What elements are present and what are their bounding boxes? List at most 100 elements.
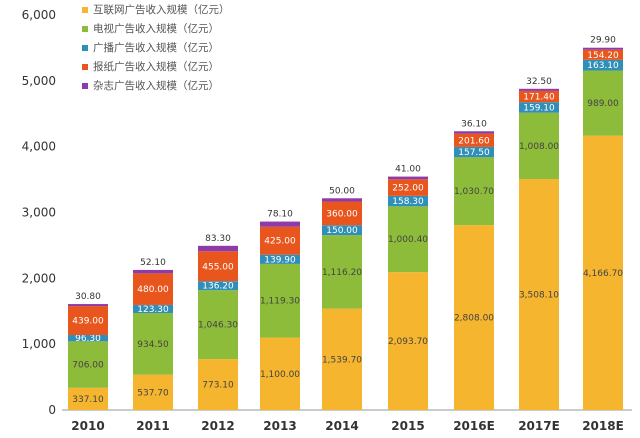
bar-segment (260, 226, 300, 255)
bar-segment (519, 112, 559, 180)
x-tick-label: 2014 (325, 419, 358, 433)
legend-swatch (82, 64, 88, 70)
bar-segment (322, 201, 362, 226)
x-tick-label: 2015 (391, 419, 424, 433)
y-tick-label: 4,000 (22, 140, 56, 154)
data-label: 29.90 (590, 36, 616, 46)
bar-segment (68, 304, 108, 307)
data-label: 36.10 (461, 119, 487, 129)
bar-segment (388, 272, 428, 410)
bar-segment (454, 146, 494, 158)
bar-segment (454, 133, 494, 147)
bar-segment (68, 387, 108, 410)
bar-segment (260, 254, 300, 264)
x-tick-label: 2016E (453, 419, 495, 433)
bar-segment (68, 341, 108, 388)
bar-segment (322, 308, 362, 410)
bar-segment (454, 157, 494, 226)
data-label: 78.10 (267, 210, 293, 220)
bar-segment (388, 176, 428, 180)
x-tick-label: 2010 (71, 419, 104, 433)
y-tick-label: 0 (48, 403, 56, 417)
bar-segment (388, 179, 428, 196)
data-label: 154.20 (587, 51, 619, 61)
bar-segment (260, 263, 300, 338)
data-label: 425.00 (264, 237, 296, 247)
y-tick-label: 6,000 (22, 8, 56, 22)
bar-segment (583, 135, 623, 410)
bar-segment (198, 290, 238, 360)
data-label: 1,119.30 (260, 297, 300, 307)
bar-segment (583, 47, 623, 50)
data-label: 123.30 (137, 305, 169, 315)
legend-label: 杂志广告收入规模（亿元） (93, 79, 219, 92)
data-label: 439.00 (72, 317, 104, 327)
data-label: 934.50 (137, 340, 169, 350)
data-label: 1,539.70 (322, 355, 362, 365)
bar-segment (519, 179, 559, 410)
legend-swatch (82, 45, 88, 51)
bar-segment (583, 49, 623, 60)
bar-segment (198, 245, 238, 252)
bar-segment (454, 131, 494, 134)
bar-segment (133, 269, 173, 274)
legend-label: 电视广告收入规模（亿元） (93, 22, 219, 35)
x-tick-label: 2017E (518, 419, 560, 433)
data-label: 252.00 (392, 184, 424, 194)
data-label: 159.10 (523, 103, 555, 113)
data-label: 706.00 (72, 361, 104, 371)
data-label: 171.40 (523, 93, 555, 103)
data-label: 480.00 (137, 285, 169, 295)
bar-segment (260, 221, 300, 227)
data-label: 1,008.00 (519, 142, 559, 152)
data-label: 773.10 (202, 381, 234, 391)
bar-segment (322, 225, 362, 236)
y-tick-label: 3,000 (22, 206, 56, 220)
data-label: 3,508.10 (519, 291, 559, 301)
bar-segment (583, 59, 623, 71)
bar-segment (68, 306, 108, 335)
data-label: 41.00 (395, 165, 421, 175)
x-tick-label: 2012 (201, 419, 234, 433)
data-label: 30.80 (75, 292, 101, 302)
x-tick-label: 2018E (582, 419, 624, 433)
bar-segment (68, 334, 108, 342)
data-label: 52.10 (140, 258, 166, 268)
data-label: 989.00 (587, 99, 619, 109)
legend-label: 互联网广告收入规模（亿元） (93, 3, 230, 16)
bar-segment (133, 304, 173, 314)
data-label: 337.10 (72, 395, 104, 405)
bar-segment (198, 281, 238, 291)
bar-segment (583, 70, 623, 136)
legend-label: 广播广告收入规模（亿元） (93, 41, 219, 54)
bar-segment (133, 273, 173, 305)
data-label: 1,000.40 (388, 235, 428, 245)
bar-segment (133, 313, 173, 375)
bar-segment (519, 90, 559, 103)
data-label: 1,100.00 (260, 370, 300, 380)
data-label: 150.00 (326, 226, 358, 236)
bar-segment (198, 359, 238, 410)
data-label: 1,046.30 (198, 321, 238, 331)
data-label: 163.10 (587, 61, 619, 71)
legend-swatch (82, 7, 88, 13)
data-label: 32.50 (526, 77, 552, 87)
data-label: 96.30 (75, 334, 101, 344)
data-label: 201.60 (458, 136, 490, 146)
data-label: 50.00 (329, 186, 355, 196)
data-label: 537.70 (137, 388, 169, 398)
legend-swatch (82, 26, 88, 32)
bar-segment (519, 88, 559, 91)
data-label: 83.30 (205, 234, 231, 244)
bar-segment (322, 235, 362, 309)
bar-segment (388, 206, 428, 273)
data-label: 139.90 (264, 255, 296, 265)
x-tick-label: 2013 (263, 419, 296, 433)
data-label: 1,116.20 (322, 268, 362, 278)
data-label: 455.00 (202, 262, 234, 272)
bar-segment (133, 374, 173, 410)
data-label: 2,808.00 (454, 314, 494, 324)
bar-segment (454, 225, 494, 410)
y-tick-label: 5,000 (22, 74, 56, 88)
